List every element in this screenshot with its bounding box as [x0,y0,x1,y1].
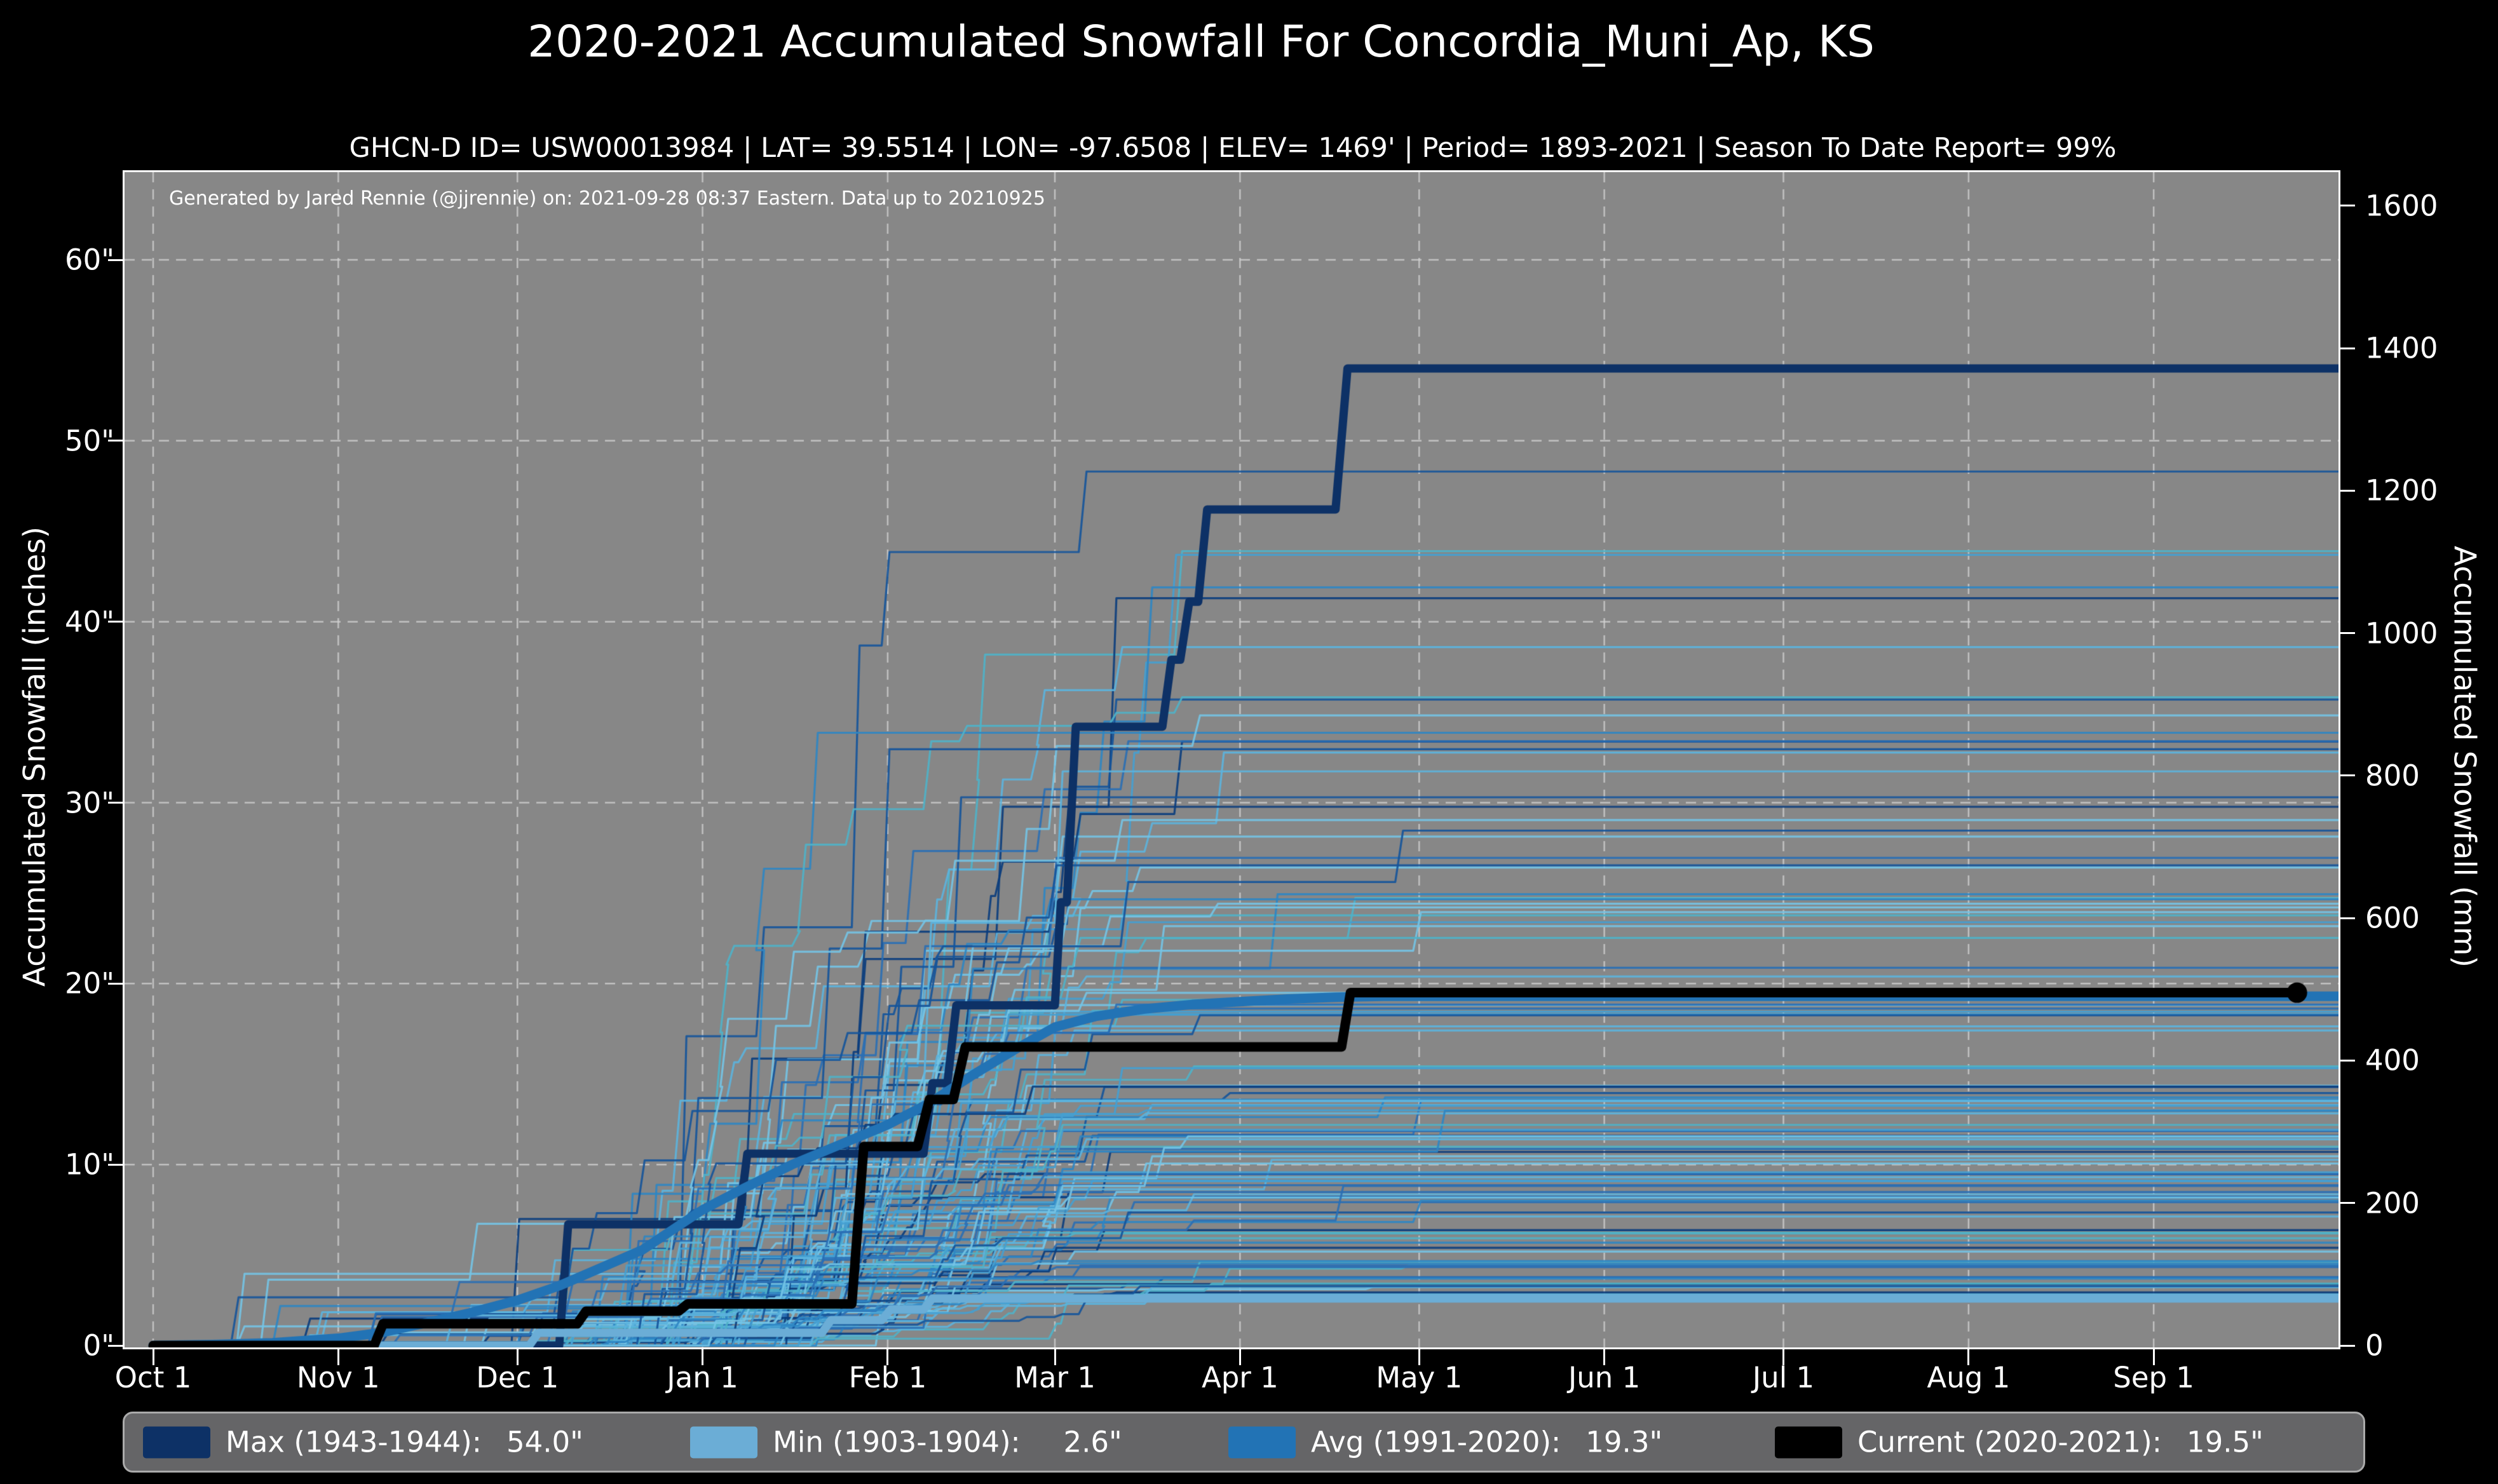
x-tick-label: Mar 1 [1014,1361,1096,1394]
y-tick-label-mm: 200 [2365,1186,2420,1220]
legend-value: 2.6" [1063,1425,1122,1459]
y-tick-label-mm: 0 [2365,1328,2384,1363]
y-tick-mark-right [2338,917,2355,919]
y-tick-mark-left [108,982,125,985]
legend: Max (1943-1944): 54.0" Min (1903-1904): 2.6… [123,1412,2365,1473]
legend-label: Min (1903-1904): [773,1425,1021,1459]
legend-value: 54.0" [506,1425,583,1459]
y-tick-label-inches: 60" [65,243,114,277]
x-tick-label: Oct 1 [114,1361,192,1394]
x-tick-label: Jul 1 [1752,1361,1815,1394]
y-tick-label-mm: 1400 [2365,331,2438,365]
x-tick-label: Feb 1 [848,1361,927,1394]
legend-item-avg: Avg (1991-2020): 19.3" [1228,1426,1662,1459]
chart-canvas [125,172,2338,1347]
legend-label: Max (1943-1944): [226,1425,482,1459]
legend-item-min: Min (1903-1904): 2.6" [690,1426,1122,1459]
y-tick-label-inches: 0" [83,1328,114,1363]
y-tick-mark-left [108,259,125,261]
y-tick-mark-right [2338,205,2355,207]
chart-subtitle: GHCN-D ID= USW00013984 | LAT= 39.5514 | … [349,132,2117,164]
y-tick-label-mm: 1600 [2365,189,2438,223]
plot-area: Generated by Jared Rennie (@jjrennie) on… [125,172,2338,1347]
y-tick-label-mm: 1000 [2365,616,2438,651]
x-tick-mark [1603,1349,1606,1365]
legend-swatch-avg [1228,1426,1296,1458]
y-tick-mark-right [2338,1202,2355,1204]
x-tick-mark [702,1349,704,1365]
legend-swatch-max [143,1426,210,1458]
legend-value: 19.5" [2186,1425,2264,1459]
x-tick-mark [152,1349,154,1365]
y-tick-label-inches: 30" [65,786,114,820]
y-tick-label-mm: 800 [2365,759,2420,793]
y-tick-label-mm: 400 [2365,1043,2420,1077]
legend-label: Avg (1991-2020): [1311,1425,1561,1459]
y-tick-label-mm: 600 [2365,901,2420,935]
y-tick-mark-right [2338,632,2355,635]
y-tick-label-inches: 40" [65,605,114,639]
legend-swatch-min [690,1426,757,1458]
x-tick-label: Nov 1 [296,1361,380,1394]
x-tick-mark [1782,1349,1785,1365]
x-tick-mark [516,1349,519,1365]
y-tick-mark-left [108,621,125,623]
x-tick-label: Jan 1 [667,1361,738,1394]
x-tick-mark [1054,1349,1056,1365]
y-tick-mark-left [108,1163,125,1166]
y-tick-label-inches: 50" [65,424,114,458]
x-tick-label: Aug 1 [1927,1361,2011,1394]
x-tick-label: May 1 [1376,1361,1463,1394]
y-tick-mark-right [2338,1344,2355,1347]
x-tick-label: Sep 1 [2113,1361,2195,1394]
generated-by-annotation: Generated by Jared Rennie (@jjrennie) on… [169,187,1045,210]
x-tick-label: Jun 1 [1568,1361,1641,1394]
y-tick-mark-right [2338,347,2355,349]
legend-item-current: Current (2020-2021): 19.5" [1775,1426,2264,1459]
x-tick-mark [1418,1349,1420,1365]
y-tick-mark-left [108,802,125,804]
y-tick-label-mm: 1200 [2365,473,2438,508]
y-tick-mark-right [2338,774,2355,777]
x-tick-mark [1967,1349,1970,1365]
left-axis-label: Accumulated Snowfall (inches) [17,526,53,987]
y-tick-mark-right [2338,489,2355,492]
x-tick-mark [2152,1349,2155,1365]
right-axis-label: Accumulated Snowfall (mm) [2447,546,2482,968]
x-tick-mark [337,1349,339,1365]
x-tick-mark [1239,1349,1241,1365]
legend-label: Current (2020-2021): [1857,1425,2162,1459]
legend-swatch-current [1775,1426,1842,1458]
legend-item-max: Max (1943-1944): 54.0" [143,1426,583,1459]
x-tick-label: Apr 1 [1201,1361,1279,1394]
y-tick-mark-right [2338,1059,2355,1062]
y-tick-label-inches: 20" [65,966,114,1001]
x-tick-mark [886,1349,889,1365]
y-tick-mark-left [108,440,125,442]
legend-value: 19.3" [1585,1425,1663,1459]
y-tick-mark-left [108,1344,125,1347]
chart-title: 2020-2021 Accumulated Snowfall For Conco… [527,17,1875,67]
x-tick-label: Dec 1 [476,1361,559,1394]
y-tick-label-inches: 10" [65,1147,114,1182]
